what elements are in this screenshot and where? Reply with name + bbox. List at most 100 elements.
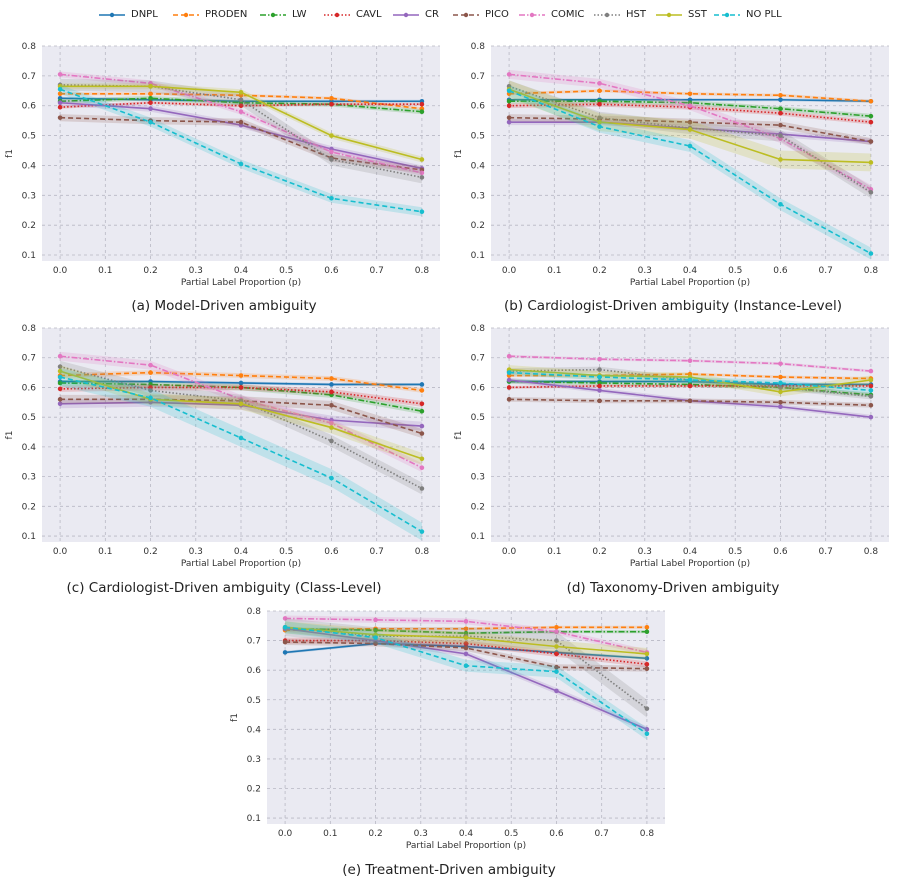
x-tick-label: 0.6 xyxy=(324,547,339,557)
data-point-proden xyxy=(238,373,244,378)
legend-label-dnpl: DNPL xyxy=(131,9,158,20)
y-tick-label: 0.3 xyxy=(22,191,36,201)
x-tick-label: 0.5 xyxy=(504,829,518,839)
data-point-cavl xyxy=(238,103,244,109)
legend-label-proden: PRODEN xyxy=(205,9,248,20)
data-point-cavl xyxy=(597,383,602,389)
data-point-sst xyxy=(687,127,693,132)
legend-swatch-hst xyxy=(594,12,620,18)
data-point-comic xyxy=(419,465,425,470)
series-line-cavl xyxy=(60,386,423,405)
x-tick-label: 0.8 xyxy=(415,266,430,276)
data-point-no-pll xyxy=(778,380,783,386)
data-point-dnpl xyxy=(644,656,650,661)
legend-item-comic: COMIC xyxy=(517,6,607,26)
data-point-comic xyxy=(148,362,153,368)
legend: DNPL PRODEN LW CAVL CR PICO COMIC HST SST NO PLL xyxy=(0,6,897,26)
legend-item-sst: SST xyxy=(654,6,744,26)
legend-item-cavl: CAVL xyxy=(322,6,412,26)
y-tick-label: 0.1 xyxy=(22,251,36,261)
data-point-pico xyxy=(687,398,693,404)
x-tick-label: 0.7 xyxy=(819,547,833,557)
data-point-pico xyxy=(644,666,650,671)
data-point-cavl xyxy=(687,383,693,389)
y-tick-label: 0.4 xyxy=(471,443,486,453)
data-point-pico xyxy=(419,431,425,436)
data-point-comic xyxy=(463,619,469,624)
data-point-pico xyxy=(238,119,244,125)
x-axis-label: Partial Label Proportion (p) xyxy=(181,559,301,569)
data-point-dnpl xyxy=(778,97,783,103)
y-axis-label: f1 xyxy=(5,431,15,440)
data-point-hst xyxy=(778,385,783,390)
data-point-sst xyxy=(329,425,334,430)
data-point-proden xyxy=(597,88,602,94)
y-tick-label: 0.6 xyxy=(22,383,37,393)
legend-item-pico: PICO xyxy=(451,6,541,26)
legend-swatch-cavl xyxy=(324,12,350,18)
x-tick-label: 0.0 xyxy=(278,829,293,839)
data-point-cr xyxy=(644,727,650,732)
x-tick-label: 0.5 xyxy=(279,547,293,557)
legend-item-cr: CR xyxy=(391,6,481,26)
data-point-no-pll xyxy=(868,388,874,393)
y-tick-label: 0.3 xyxy=(22,473,36,483)
data-point-comic xyxy=(687,358,693,363)
x-tick-label: 0.8 xyxy=(864,547,879,557)
data-point-comic xyxy=(687,103,693,109)
confidence-band-no-pll xyxy=(60,84,422,217)
data-point-pico xyxy=(868,402,874,408)
x-tick-label: 0.6 xyxy=(324,266,339,276)
x-tick-label: 0.0 xyxy=(502,547,517,557)
data-point-proden xyxy=(868,98,874,104)
legend-label-no-pll: NO PLL xyxy=(746,9,782,20)
data-point-cavl xyxy=(329,101,334,107)
data-point-lw xyxy=(868,113,874,119)
x-tick-label: 0.4 xyxy=(459,829,474,839)
y-tick-label: 0.2 xyxy=(471,502,485,512)
y-tick-label: 0.4 xyxy=(471,161,486,171)
data-point-cr xyxy=(57,401,63,407)
y-tick-label: 0.4 xyxy=(22,443,37,453)
y-tick-label: 0.5 xyxy=(471,132,485,142)
data-point-cavl xyxy=(238,385,244,390)
y-tick-label: 0.4 xyxy=(22,161,37,171)
x-tick-label: 0.4 xyxy=(683,266,698,276)
data-point-cavl xyxy=(868,383,874,389)
legend-swatch-no-pll xyxy=(714,12,740,18)
chart-svg: 0.0 0.1 0.2 0.3 0.4 0.5 0.6 0.7 0.8 0.1 0.2 0.3 0.4 0… xyxy=(5,324,440,569)
x-tick-label: 0.8 xyxy=(864,266,879,276)
y-tick-label: 0.5 xyxy=(247,696,261,706)
data-point-pico xyxy=(506,397,512,402)
data-point-comic xyxy=(373,617,378,623)
x-tick-label: 0.7 xyxy=(819,266,833,276)
legend-label-lw: LW xyxy=(292,9,307,20)
legend-swatch-cr xyxy=(393,12,419,18)
confidence-band-no-pll xyxy=(60,368,422,541)
data-point-cavl xyxy=(868,119,874,125)
data-point-no-pll xyxy=(687,143,693,149)
data-point-proden xyxy=(463,626,469,632)
x-tick-label: 0.2 xyxy=(143,266,157,276)
legend-swatch-lw xyxy=(260,12,286,18)
data-point-sst xyxy=(419,157,425,162)
y-tick-label: 0.3 xyxy=(247,755,261,765)
caption-e: (e) Treatment-Driven ambiguity xyxy=(342,862,556,878)
data-point-cavl xyxy=(506,103,512,109)
data-point-hst xyxy=(238,97,244,103)
legend-swatch-comic xyxy=(519,12,545,18)
data-point-proden xyxy=(329,95,334,101)
series-line-hst xyxy=(285,626,648,710)
data-point-hst xyxy=(419,175,425,180)
data-point-no-pll xyxy=(687,377,693,383)
data-point-comic xyxy=(419,170,425,176)
series-line-no-pll xyxy=(508,90,872,255)
data-point-no-pll xyxy=(238,161,244,167)
panel-c-class-level: 0.0 0.1 0.2 0.3 0.4 0.5 0.6 0.7 0.8 0.1 0.2 0.3 0.4 0… xyxy=(0,320,448,578)
x-tick-label: 0.5 xyxy=(279,266,293,276)
x-tick-label: 0.1 xyxy=(323,829,337,839)
y-tick-label: 0.1 xyxy=(471,251,485,261)
x-tick-label: 0.3 xyxy=(414,829,428,839)
y-tick-label: 0.2 xyxy=(471,221,485,231)
data-point-pico xyxy=(373,641,378,646)
